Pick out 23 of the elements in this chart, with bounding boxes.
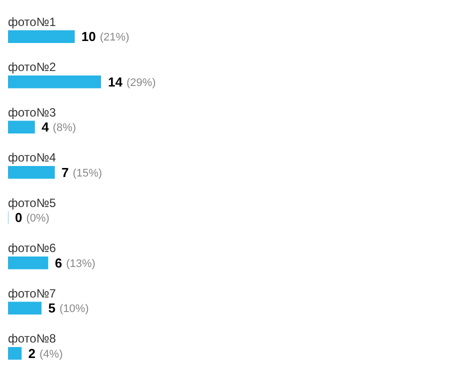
y-tick-label: фото№7	[8, 286, 56, 300]
bar	[8, 347, 22, 360]
y-tick-label: фото№3	[8, 105, 56, 120]
y-tick-label: фото№2	[8, 60, 56, 74]
data-label: 7 (15%)	[62, 164, 102, 180]
y-tick-label: фото№6	[8, 241, 56, 256]
bar	[8, 302, 42, 314]
data-label: 14 (29%)	[108, 74, 156, 90]
y-tick-label: фото№4	[8, 150, 56, 165]
bar	[8, 166, 55, 179]
bar	[8, 256, 48, 270]
bar	[8, 30, 75, 43]
bar	[8, 76, 101, 88]
y-tick-label: фото№1	[8, 14, 56, 29]
data-label: 0 (0%)	[15, 210, 50, 226]
data-label: 4 (8%)	[42, 120, 76, 135]
bar	[8, 120, 35, 134]
y-tick-label: фото№5	[8, 196, 56, 210]
y-tick-label: фото№8	[8, 332, 56, 346]
data-label: 10 (21%)	[81, 29, 130, 44]
data-label: 6 (13%)	[54, 255, 96, 270]
data-label: 5 (10%)	[48, 300, 89, 316]
data-label: 2 (4%)	[28, 346, 63, 361]
